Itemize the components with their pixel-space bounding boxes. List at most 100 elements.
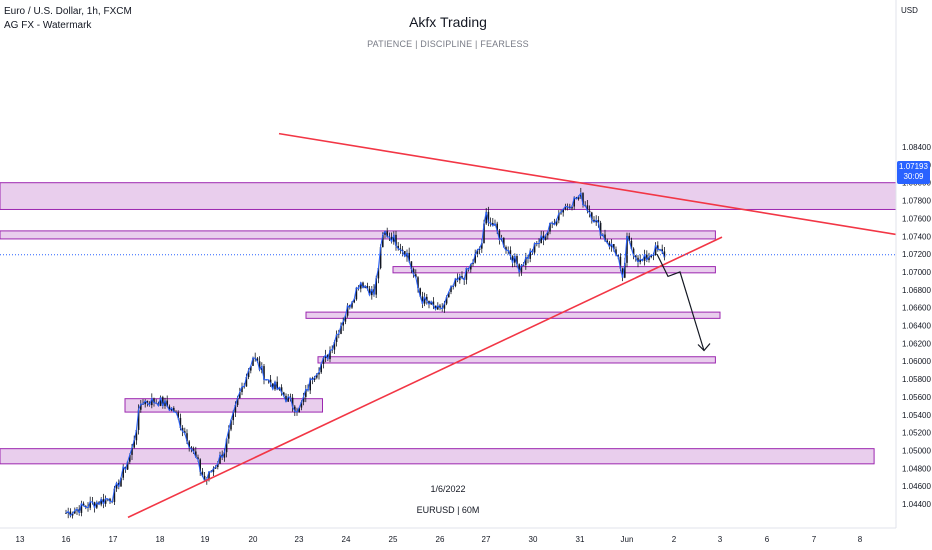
price-tick-label: 1.05400 <box>902 411 931 420</box>
candle-body <box>397 245 399 249</box>
candle-body <box>344 315 347 322</box>
candle-body <box>542 235 545 240</box>
candle-body <box>102 499 105 504</box>
candle-body <box>335 334 338 343</box>
candle-body <box>613 244 615 250</box>
candle-body <box>437 305 439 310</box>
candle-body <box>241 386 243 393</box>
candle-body <box>606 240 608 243</box>
time-tick-label: 7 <box>812 535 817 544</box>
candle-body <box>421 296 424 304</box>
price-tick-label: 1.07600 <box>902 214 931 223</box>
candle-body <box>69 511 72 516</box>
candle-body <box>309 378 311 391</box>
candle-body <box>144 400 146 405</box>
trendline-0 <box>127 236 723 519</box>
candle-body <box>305 389 307 397</box>
candle-body <box>459 275 461 281</box>
candle-body <box>353 299 355 303</box>
candle-body <box>214 466 217 469</box>
candle-body <box>597 219 600 223</box>
projection-arrowhead <box>697 343 711 352</box>
candle-body <box>410 261 413 270</box>
time-tick-label: 24 <box>342 535 351 544</box>
price-tick-label: 1.05000 <box>902 446 931 455</box>
candle-body <box>280 387 283 393</box>
candle-body <box>230 420 232 430</box>
candle-body <box>283 392 285 396</box>
candle-body <box>164 400 166 407</box>
candle-body <box>300 402 303 408</box>
zone-3 <box>305 311 721 319</box>
candle-body <box>417 277 419 289</box>
time-tick-label: 2 <box>672 535 677 544</box>
price-tick-label: 1.06600 <box>902 304 931 313</box>
candle-body <box>549 222 551 232</box>
candle-body <box>412 269 415 275</box>
candle-body <box>318 372 320 375</box>
candle-body <box>364 285 366 288</box>
candle-body <box>593 219 595 223</box>
price-tick-label: 1.04800 <box>902 464 931 473</box>
candle-body <box>637 257 639 263</box>
time-tick-label: 16 <box>62 535 71 544</box>
candle-body <box>170 407 173 411</box>
candle-body <box>496 223 498 231</box>
zone-0 <box>0 182 897 210</box>
candle-body <box>287 396 289 402</box>
candle-body <box>635 255 637 258</box>
candle-body <box>208 471 210 480</box>
candle-body <box>65 513 67 514</box>
price-tick-label: 1.05600 <box>902 393 931 402</box>
candle-body <box>247 370 250 378</box>
candle-body <box>408 252 410 262</box>
candle-body <box>573 197 575 207</box>
candle-body <box>529 250 531 259</box>
candle-body <box>245 377 248 387</box>
candle-body <box>195 451 197 458</box>
candle-body <box>617 254 619 257</box>
candle-body <box>199 459 201 472</box>
candle-body <box>586 205 589 211</box>
candle-body <box>223 452 226 458</box>
candle-body <box>153 398 155 403</box>
time-tick-label: 6 <box>765 535 770 544</box>
candle-body <box>313 377 316 380</box>
candle-body <box>525 257 527 265</box>
candle-body <box>382 234 384 248</box>
time-tick-label: Jun <box>621 535 634 544</box>
price-tick-label: 1.06400 <box>902 322 931 331</box>
watermark-symbol: EURUSD | 60M <box>416 505 480 515</box>
time-tick-label: 25 <box>389 535 398 544</box>
candle-body <box>371 289 373 296</box>
candle-body <box>569 206 571 209</box>
candle-body <box>379 247 382 269</box>
candle-body <box>179 417 182 428</box>
candle-body <box>203 475 206 481</box>
candle-body <box>74 510 76 514</box>
candle-body <box>591 212 593 220</box>
candle-body <box>481 243 483 249</box>
candle-body <box>595 219 597 223</box>
candle-body <box>544 235 547 240</box>
candle-body <box>639 259 641 263</box>
candle-body <box>217 463 219 467</box>
price-tick-label: 1.07400 <box>902 232 931 241</box>
candle-body <box>478 248 481 250</box>
candle-body <box>126 461 129 470</box>
candle-body <box>415 274 417 278</box>
candle-body <box>368 288 371 296</box>
candle-body <box>577 196 580 200</box>
candle-body <box>518 264 520 273</box>
trendline-1 <box>278 132 897 236</box>
time-tick-label: 30 <box>529 535 538 544</box>
candle-body <box>104 498 107 504</box>
candle-body <box>474 254 476 263</box>
candle-body <box>657 245 659 250</box>
candle-body <box>188 441 190 448</box>
candle-body <box>390 237 393 242</box>
candle-body <box>470 264 472 270</box>
candle-body <box>375 278 377 295</box>
candle-body <box>558 213 560 221</box>
